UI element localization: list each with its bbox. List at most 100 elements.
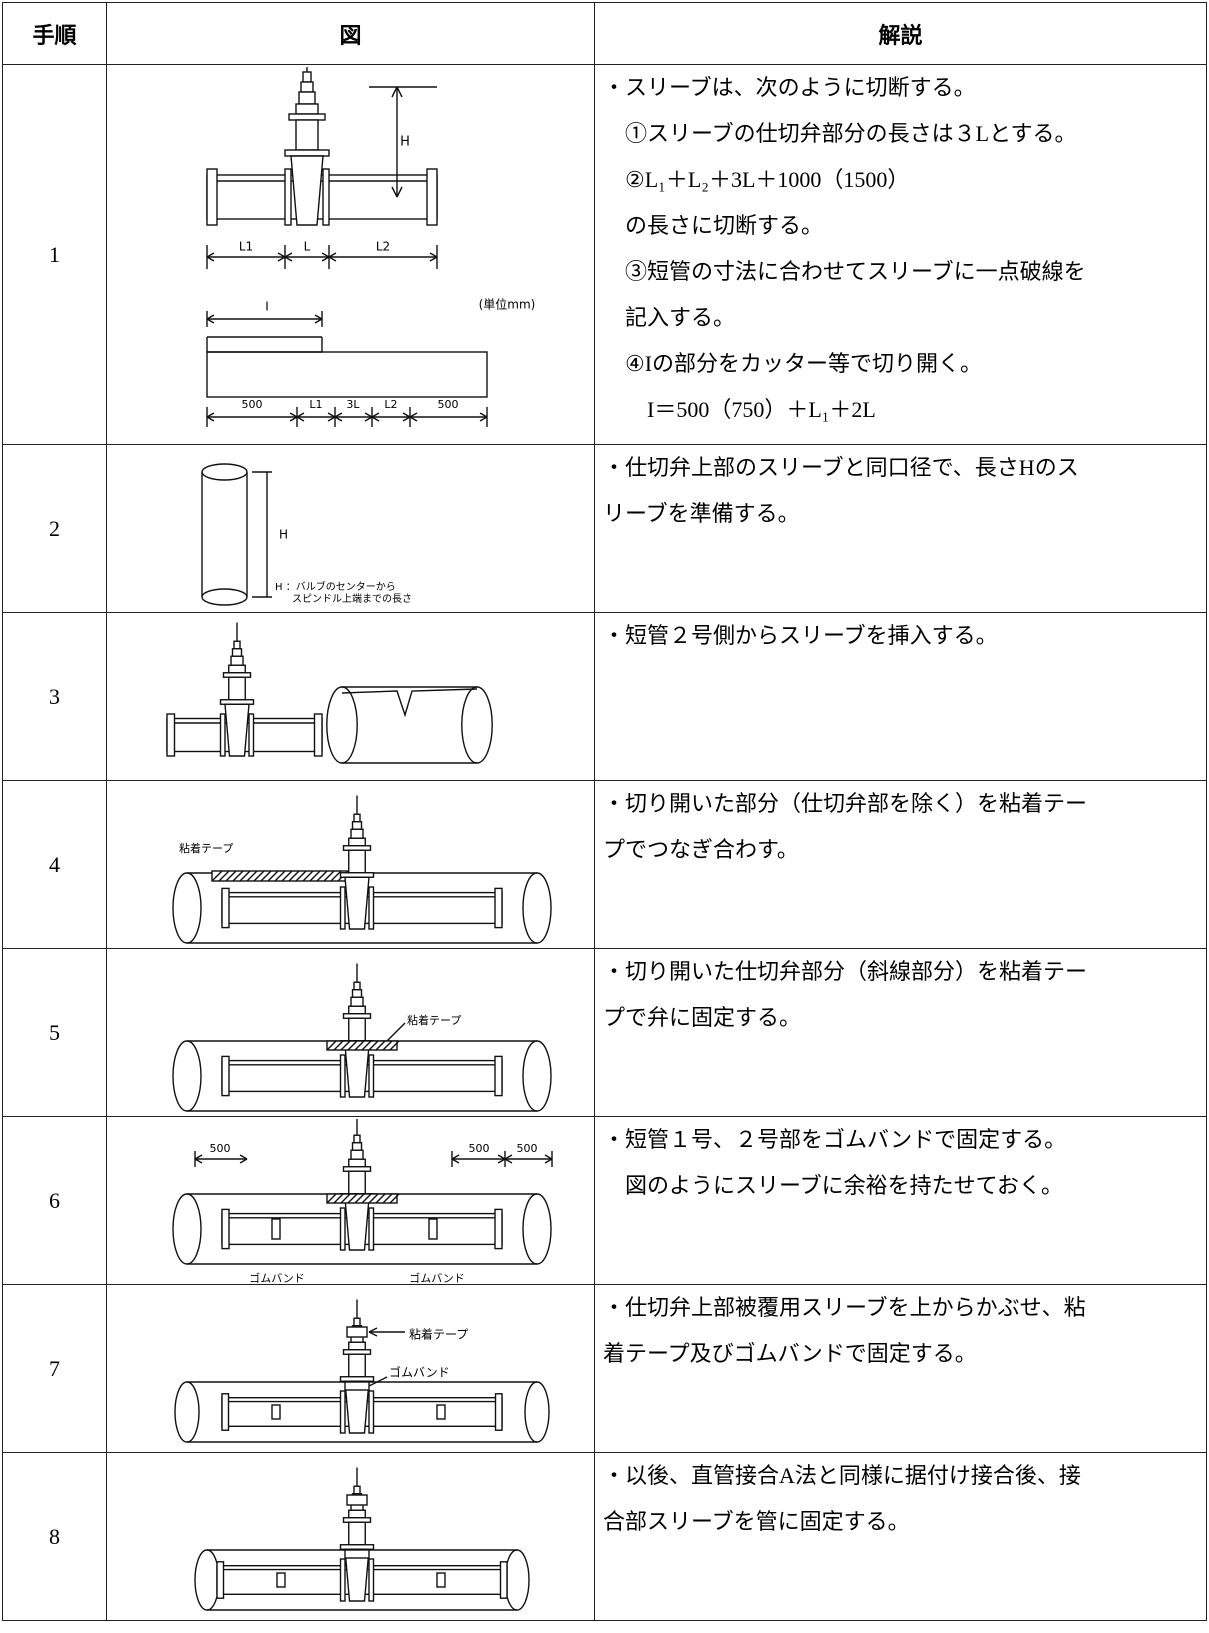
figure-cell	[106, 1452, 595, 1621]
drawing-line	[371, 411, 380, 418]
drawing-shape	[346, 1493, 368, 1506]
drawing-line	[284, 255, 293, 262]
explanation-cell: ・スリーブは、次のように切断する。 ①スリーブの仕切弁部分の長さは３Lとする。 ②L…	[594, 64, 1207, 445]
explanation-cell: ・以後、直管接合A法と同様に据付け接合後、接 合部スリーブを管に固定する。	[594, 1452, 1207, 1621]
explanation-line: プでつなぎ合わす。	[603, 837, 799, 862]
drawing-line	[396, 186, 403, 197]
drawing-shape	[339, 885, 346, 930]
drawing-line	[206, 411, 215, 418]
figure: 粘着テープ	[172, 795, 552, 944]
figure-label: 500	[210, 1142, 231, 1155]
drawing-line	[354, 1193, 365, 1203]
drawing-shape	[339, 1389, 346, 1434]
drawing-line	[368, 1330, 378, 1337]
sleeve-end	[194, 1548, 220, 1611]
figure-cell: 粘着テープ ゴムバンド	[106, 1284, 595, 1453]
drawing-line	[239, 1157, 248, 1164]
drawing-shape	[353, 1485, 361, 1494]
drawing-line	[330, 870, 342, 881]
drawing-line	[225, 870, 237, 881]
drawing-line	[451, 1157, 460, 1164]
drawing-shape	[350, 828, 364, 839]
drawing-shape	[348, 1158, 366, 1167]
explanation-line: I＝500（750）＋L₁＋2L	[647, 397, 876, 422]
drawing-line	[239, 870, 251, 881]
drawing-shape	[348, 1353, 366, 1377]
drawing-shape	[426, 167, 438, 226]
drawing-shape	[313, 712, 323, 757]
drawing-line	[281, 870, 293, 881]
drawing-line	[361, 1040, 372, 1050]
drawing-line	[382, 1040, 393, 1050]
drawing-line	[347, 1040, 358, 1050]
drawing-shape	[339, 1053, 346, 1098]
drawing-line	[295, 870, 307, 881]
sleeve-end	[326, 685, 358, 764]
drawing-shape	[494, 1208, 503, 1249]
drawing-shape	[221, 1055, 230, 1096]
drawing-shape	[348, 1509, 366, 1518]
sleeve-end	[172, 1192, 202, 1265]
figure-label: ゴムバンド	[409, 1271, 465, 1283]
drawing-shape	[233, 640, 241, 649]
figure-cell: H L1 L L2 (単位mm) I 500 L1 3L L2 500	[106, 64, 595, 445]
drawing-line	[327, 415, 336, 422]
sleeve-end	[172, 1039, 202, 1112]
drawing-line	[328, 255, 337, 262]
drawing-shape	[494, 1055, 503, 1096]
drawing-shape	[351, 988, 363, 998]
step-cell: 3	[2, 612, 107, 781]
valve-body	[344, 876, 370, 930]
explanation-line: 合部スリーブを管に固定する。	[603, 1509, 910, 1534]
drawing-shape	[353, 1317, 361, 1326]
explanation-line: ①スリーブの仕切弁部分の長さは３Lとする。	[625, 121, 1077, 146]
figure-label: 粘着テープ	[409, 1326, 468, 1341]
explanation-line: 記入する。	[625, 305, 736, 330]
drawing-shape	[339, 1557, 346, 1602]
drawing-line	[364, 411, 373, 418]
drawing-line	[375, 1193, 386, 1203]
drawing-shape	[298, 90, 316, 105]
drawing-shape	[271, 1403, 281, 1420]
drawing-line	[277, 251, 286, 258]
explanation-cell: ・仕切弁上部のスリーブと同口径で、長さHのス リーブを準備する。	[594, 444, 1207, 613]
explanation-cell: ・仕切弁上部被覆用スリーブを上からかぶせ、粘 着テープ及びゴムバンドで固定する。	[594, 1284, 1207, 1453]
step-cell: 5	[2, 948, 107, 1117]
explanation-line: の長さに切断する。	[625, 213, 824, 238]
drawing-shape	[248, 712, 255, 757]
figure	[194, 1467, 530, 1611]
figure	[166, 622, 493, 764]
figure-label: 500	[242, 398, 263, 411]
drawing-shape	[350, 996, 364, 1007]
explanation-line: 着テープ及びゴムバンドで固定する。	[603, 1341, 977, 1366]
drawing-line	[504, 1153, 513, 1160]
drawing-line	[333, 1040, 344, 1050]
drawing-line	[321, 255, 330, 262]
drawing-line	[375, 1040, 386, 1050]
drawing-line	[391, 86, 398, 97]
step-cell: 8	[2, 1452, 107, 1621]
figure: 500 500 500 ゴムバンド ゴムバンド	[172, 1118, 553, 1283]
valve-body	[344, 1044, 370, 1098]
drawing-shape	[221, 887, 230, 928]
drawing-shape	[353, 813, 361, 822]
drawing-shape	[295, 102, 319, 115]
drawing-line	[368, 1375, 388, 1387]
drawing-shape	[368, 1557, 375, 1602]
drawing-line	[340, 1193, 351, 1203]
drawing-shape	[494, 887, 503, 928]
figure-label: L1	[309, 398, 322, 411]
sleeve-end	[522, 1192, 552, 1265]
drawing-line	[333, 1193, 344, 1203]
explanation-line: ・以後、直管接合A法と同様に据付け接合後、接	[603, 1463, 1081, 1488]
explanation-cell: ・切り開いた部分（仕切弁部を除く）を粘着テー プでつなぎ合わす。	[594, 780, 1207, 949]
drawing-line	[206, 415, 215, 422]
drawing-line	[402, 411, 411, 418]
figure-label: L2	[384, 398, 397, 411]
drawing-line	[326, 1040, 337, 1050]
drawing-shape	[368, 1389, 375, 1434]
drawing-line	[396, 86, 403, 97]
drawing-shape	[436, 1571, 446, 1588]
